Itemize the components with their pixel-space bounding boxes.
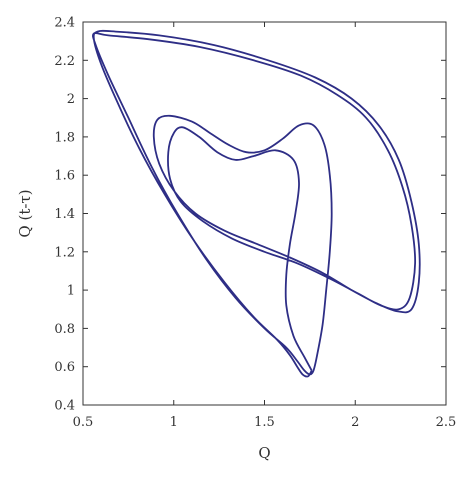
x-axis-label: Q [258, 444, 270, 462]
y-tick-label: 1.4 [54, 207, 75, 222]
y-tick-label: 1.2 [54, 245, 75, 260]
y-axis-ticks: 0.4 0.6 0.8 1 1.2 1.4 1.6 1.8 2 2.2 2.4 [54, 16, 446, 414]
y-tick-label: 1.6 [54, 169, 75, 184]
series-line-0 [92, 29, 421, 378]
x-axis-ticks: 0.5 1 1.5 2 2.5 [73, 22, 457, 430]
x-tick-label: 1 [170, 415, 178, 430]
y-tick-label: 2.2 [54, 54, 75, 69]
y-axis-label: Q (t-τ) [16, 189, 34, 237]
series-layer [92, 29, 421, 378]
y-tick-label: 2.4 [54, 16, 75, 31]
y-tick-label: 2 [67, 92, 75, 107]
y-tick-label: 1 [67, 284, 75, 299]
y-tick-label: 0.4 [54, 399, 75, 414]
y-tick-label: 0.8 [54, 322, 75, 337]
plot-frame [82, 21, 447, 406]
x-tick-label: 0.5 [73, 415, 94, 430]
x-tick-label: 2 [351, 415, 359, 430]
x-tick-label: 1.5 [254, 415, 275, 430]
y-tick-label: 0.6 [54, 360, 75, 375]
x-tick-label: 2.5 [436, 415, 457, 430]
y-tick-label: 1.8 [54, 130, 75, 145]
